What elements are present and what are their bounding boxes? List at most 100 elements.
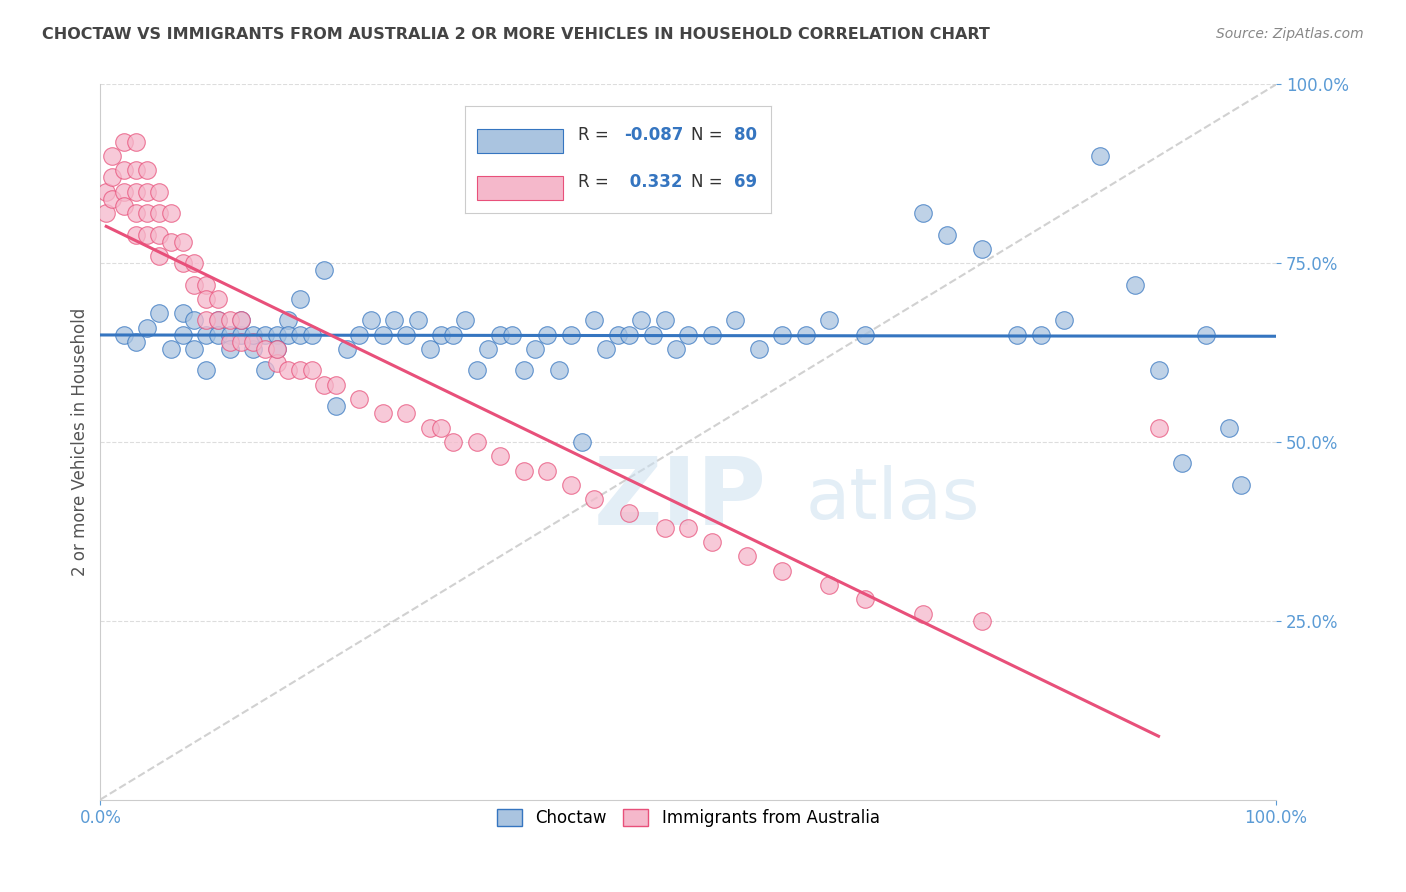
Point bbox=[419, 342, 441, 356]
Point bbox=[465, 434, 488, 449]
Point bbox=[1053, 313, 1076, 327]
Point bbox=[724, 313, 747, 327]
Point bbox=[606, 327, 628, 342]
Point bbox=[325, 377, 347, 392]
Point bbox=[395, 406, 418, 420]
Point bbox=[242, 334, 264, 349]
Point bbox=[253, 327, 276, 342]
Point bbox=[794, 327, 817, 342]
Point bbox=[1230, 478, 1253, 492]
Point bbox=[183, 342, 205, 356]
Point bbox=[371, 327, 394, 342]
Point bbox=[371, 406, 394, 420]
Point bbox=[218, 313, 240, 327]
Point bbox=[735, 549, 758, 564]
Point bbox=[406, 313, 429, 327]
Point bbox=[912, 607, 935, 621]
Point bbox=[112, 327, 135, 342]
Point bbox=[148, 185, 170, 199]
Point bbox=[218, 327, 240, 342]
Point bbox=[277, 363, 299, 377]
Point bbox=[818, 313, 841, 327]
Point bbox=[290, 292, 312, 306]
Point bbox=[536, 464, 558, 478]
Point bbox=[524, 342, 547, 356]
Text: atlas: atlas bbox=[806, 465, 980, 533]
Point bbox=[676, 521, 699, 535]
Point bbox=[665, 342, 688, 356]
Point bbox=[1147, 420, 1170, 434]
Point bbox=[560, 327, 582, 342]
Point bbox=[770, 564, 793, 578]
Point bbox=[595, 342, 617, 356]
Point bbox=[972, 242, 994, 256]
Point bbox=[207, 327, 229, 342]
Point bbox=[489, 327, 512, 342]
Point bbox=[242, 342, 264, 356]
Point bbox=[207, 313, 229, 327]
Point bbox=[195, 327, 218, 342]
Point bbox=[124, 227, 146, 242]
Point bbox=[853, 327, 876, 342]
Point bbox=[489, 450, 512, 464]
Point bbox=[641, 327, 664, 342]
Point bbox=[96, 185, 118, 199]
Point bbox=[312, 263, 335, 277]
Point bbox=[124, 163, 146, 178]
Point bbox=[301, 363, 323, 377]
Point bbox=[347, 392, 370, 406]
Point bbox=[748, 342, 770, 356]
Point bbox=[124, 334, 146, 349]
Point bbox=[583, 313, 606, 327]
Point bbox=[818, 578, 841, 592]
Point bbox=[700, 535, 723, 549]
Point bbox=[148, 227, 170, 242]
Point bbox=[195, 363, 218, 377]
Point bbox=[430, 420, 453, 434]
Point bbox=[195, 292, 218, 306]
Point bbox=[124, 206, 146, 220]
Point bbox=[972, 614, 994, 628]
Point bbox=[583, 492, 606, 507]
Point bbox=[347, 327, 370, 342]
Point bbox=[253, 342, 276, 356]
Point bbox=[290, 363, 312, 377]
Point bbox=[231, 313, 253, 327]
Point bbox=[266, 327, 288, 342]
Point bbox=[112, 185, 135, 199]
Point bbox=[195, 277, 218, 292]
Point bbox=[160, 342, 183, 356]
Point bbox=[136, 185, 159, 199]
Point bbox=[231, 334, 253, 349]
Point bbox=[266, 342, 288, 356]
Point bbox=[207, 313, 229, 327]
Point bbox=[1171, 457, 1194, 471]
Point bbox=[301, 327, 323, 342]
Point bbox=[160, 235, 183, 249]
Point bbox=[935, 227, 957, 242]
Point bbox=[1147, 363, 1170, 377]
Point bbox=[148, 306, 170, 320]
Point bbox=[160, 206, 183, 220]
Point bbox=[242, 327, 264, 342]
Point bbox=[1007, 327, 1029, 342]
Legend: Choctaw, Immigrants from Australia: Choctaw, Immigrants from Australia bbox=[491, 803, 886, 834]
Point bbox=[277, 327, 299, 342]
Point bbox=[853, 592, 876, 607]
Point bbox=[512, 464, 534, 478]
Point bbox=[325, 399, 347, 413]
Point bbox=[676, 327, 699, 342]
Point bbox=[112, 199, 135, 213]
Point bbox=[501, 327, 523, 342]
Point bbox=[136, 320, 159, 334]
Point bbox=[172, 235, 194, 249]
Point bbox=[277, 313, 299, 327]
Point bbox=[465, 363, 488, 377]
Point bbox=[654, 521, 676, 535]
Point bbox=[360, 313, 382, 327]
Point bbox=[183, 313, 205, 327]
Point bbox=[148, 206, 170, 220]
Point bbox=[1218, 420, 1240, 434]
Point bbox=[231, 313, 253, 327]
Point bbox=[112, 163, 135, 178]
